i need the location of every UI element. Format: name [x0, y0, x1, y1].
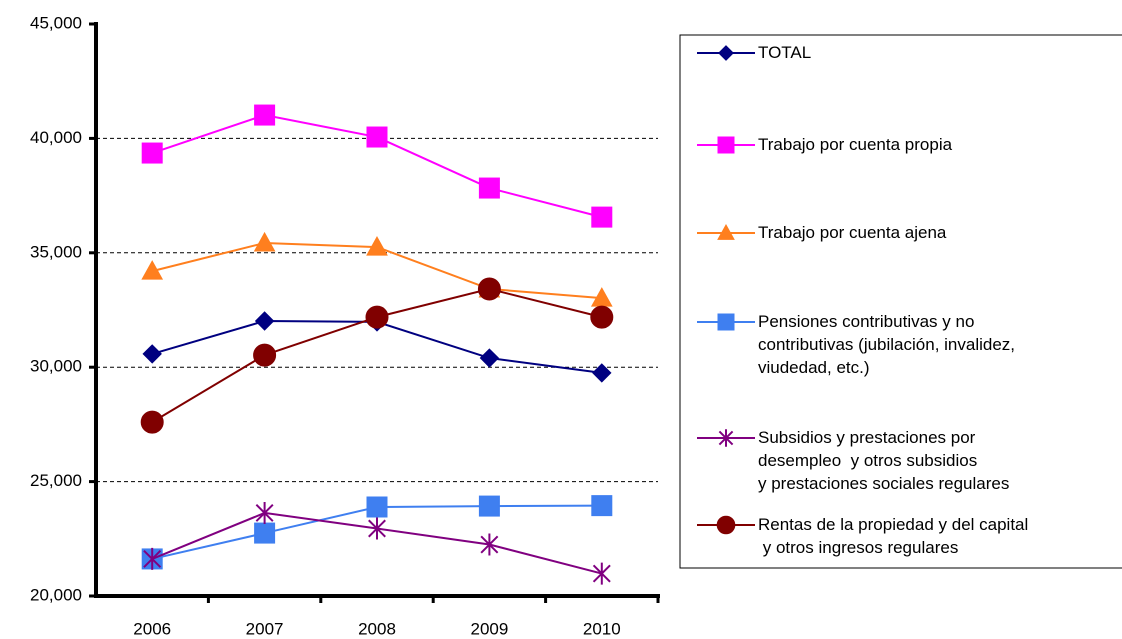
marker	[478, 177, 500, 199]
legend-box	[679, 34, 1122, 569]
marker	[253, 343, 277, 367]
marker	[368, 517, 386, 540]
marker	[366, 126, 388, 148]
marker	[255, 501, 274, 524]
marker	[717, 313, 735, 331]
marker	[717, 223, 735, 240]
legend-label: Subsidios y prestaciones por desempleo y…	[758, 428, 1010, 493]
marker	[716, 515, 736, 535]
x-tick-label: 2007	[246, 619, 284, 638]
x-tick-label: 2008	[358, 619, 396, 638]
y-tick-label: 35,000	[30, 242, 82, 261]
marker	[366, 496, 388, 518]
x-tick-label: 2009	[470, 619, 508, 638]
marker	[717, 136, 735, 154]
legend-label: Trabajo por cuenta propia	[758, 135, 953, 154]
legend-label: Rentas de la propiedad y del capital y o…	[758, 515, 1029, 557]
marker	[592, 363, 612, 383]
marker	[718, 429, 734, 447]
legend-label: TOTAL	[758, 43, 812, 62]
y-tick-label: 40,000	[30, 128, 82, 147]
marker	[366, 236, 388, 256]
legend-label: Trabajo por cuenta ajena	[758, 223, 947, 242]
marker	[591, 206, 613, 228]
x-tick-label: 2006	[133, 619, 171, 638]
marker	[143, 547, 162, 570]
y-tick-label: 30,000	[30, 357, 82, 376]
y-tick-label: 45,000	[30, 13, 82, 32]
marker	[142, 344, 162, 364]
marker	[480, 533, 499, 556]
marker	[254, 104, 276, 126]
marker	[253, 231, 276, 252]
marker	[590, 305, 614, 329]
legend-label: Pensiones contributivas y no contributiv…	[758, 312, 1016, 377]
marker	[141, 142, 163, 164]
y-tick-label: 25,000	[30, 471, 82, 490]
marker	[140, 410, 164, 434]
marker	[591, 495, 613, 517]
marker	[479, 348, 500, 368]
marker	[254, 522, 276, 544]
marker	[477, 277, 501, 301]
marker	[365, 305, 389, 329]
marker	[254, 311, 275, 331]
marker	[141, 260, 164, 280]
marker	[592, 562, 611, 585]
marker	[478, 495, 500, 517]
y-tick-label: 20,000	[30, 585, 82, 604]
marker	[718, 45, 734, 61]
x-tick-label: 2010	[583, 619, 621, 638]
